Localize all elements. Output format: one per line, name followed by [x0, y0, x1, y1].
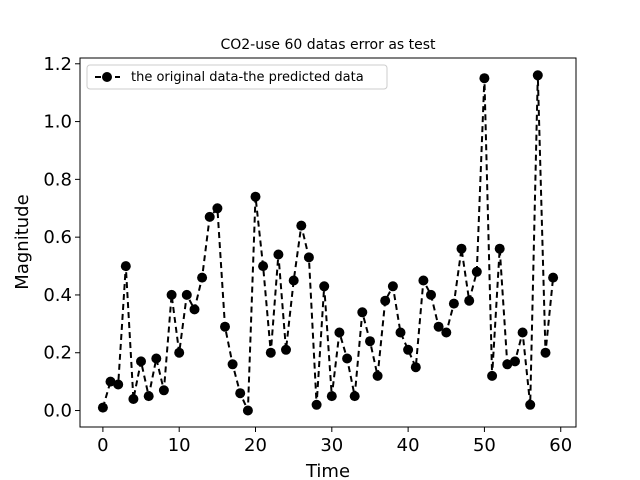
- x-axis-title: Time: [305, 461, 350, 480]
- x-tick-label: 50: [473, 435, 496, 456]
- data-point: [120, 261, 131, 272]
- data-point: [128, 394, 139, 404]
- data-point: [479, 73, 490, 84]
- data-point: [448, 298, 459, 309]
- y-tick-label: 1.2: [43, 54, 72, 75]
- data-point: [357, 307, 368, 318]
- data-point: [250, 191, 261, 202]
- data-point: [548, 272, 559, 283]
- y-axis-title: Magnitude: [12, 194, 33, 289]
- data-point: [151, 353, 162, 364]
- data-point: [349, 391, 360, 402]
- data-point: [387, 281, 398, 292]
- legend: the original data-the predicted data: [86, 64, 388, 90]
- x-tick-label: 60: [549, 435, 572, 456]
- data-point: [281, 344, 291, 355]
- data-point: [441, 327, 452, 338]
- data-point: [181, 289, 192, 300]
- data-point: [242, 405, 253, 416]
- series-line: [101, 75, 555, 411]
- data-point: [174, 347, 185, 358]
- y-axis-ticks: 0.0 0.2 0.4 0.6 0.8 1.0 1.2: [43, 54, 80, 422]
- data-point: [326, 391, 337, 402]
- chart-title: CO2-use 60 datas error as test: [220, 37, 436, 53]
- data-point: [143, 391, 154, 402]
- data-point: [189, 304, 200, 315]
- legend-label: the original data-the predicted data: [131, 70, 364, 85]
- x-tick-label: 0: [97, 435, 108, 456]
- data-point: [403, 344, 414, 355]
- data-point: [426, 289, 436, 300]
- y-tick-label: 1.0: [43, 112, 72, 133]
- y-tick-label: 0.2: [43, 343, 72, 364]
- data-point: [97, 402, 108, 413]
- data-point: [365, 336, 375, 347]
- x-tick-label: 40: [397, 435, 420, 456]
- data-point: [265, 347, 276, 358]
- data-point: [395, 327, 406, 338]
- data-point: [334, 327, 345, 338]
- data-point: [235, 388, 246, 399]
- y-tick-label: 0.0: [43, 401, 72, 422]
- data-point: [510, 356, 520, 367]
- data-point: [487, 370, 498, 381]
- data-point: [220, 321, 230, 332]
- legend-marker-sample: [102, 72, 112, 82]
- data-point: [540, 347, 551, 358]
- data-point: [303, 252, 314, 263]
- data-point: [288, 275, 299, 286]
- data-point: [471, 266, 482, 277]
- data-point: [258, 261, 269, 272]
- data-point: [494, 243, 505, 254]
- data-point: [197, 272, 208, 283]
- y-tick-label: 0.8: [43, 169, 72, 190]
- data-point: [212, 203, 223, 214]
- x-tick-label: 30: [320, 435, 343, 456]
- x-axis-ticks: 0 10 20 30 40 50 60: [97, 427, 572, 456]
- data-point: [525, 399, 536, 410]
- data-point: [410, 362, 421, 373]
- y-tick-label: 0.4: [43, 285, 72, 306]
- data-point: [113, 379, 124, 390]
- data-point: [372, 370, 383, 381]
- data-point: [342, 353, 353, 364]
- data-point: [418, 275, 429, 286]
- data-point: [319, 281, 330, 292]
- data-point: [105, 376, 116, 387]
- data-point: [136, 356, 146, 367]
- data-point: [311, 399, 322, 410]
- data-point: [464, 295, 475, 306]
- data-point: [273, 249, 284, 260]
- data-point: [204, 211, 215, 222]
- x-tick-label: 10: [168, 435, 191, 456]
- data-point: [517, 327, 528, 338]
- x-tick-label: 20: [244, 435, 267, 456]
- data-point: [158, 385, 169, 396]
- data-point: [166, 289, 177, 300]
- series-layer: [97, 70, 559, 416]
- data-point: [380, 295, 391, 306]
- legend-box: [86, 64, 388, 90]
- data-point: [227, 359, 238, 370]
- y-tick-label: 0.6: [43, 227, 72, 248]
- data-point: [502, 359, 513, 370]
- data-point: [433, 321, 444, 332]
- data-point: [532, 70, 543, 81]
- data-point: [456, 243, 467, 254]
- plot-area: [79, 57, 577, 428]
- data-point: [296, 220, 307, 231]
